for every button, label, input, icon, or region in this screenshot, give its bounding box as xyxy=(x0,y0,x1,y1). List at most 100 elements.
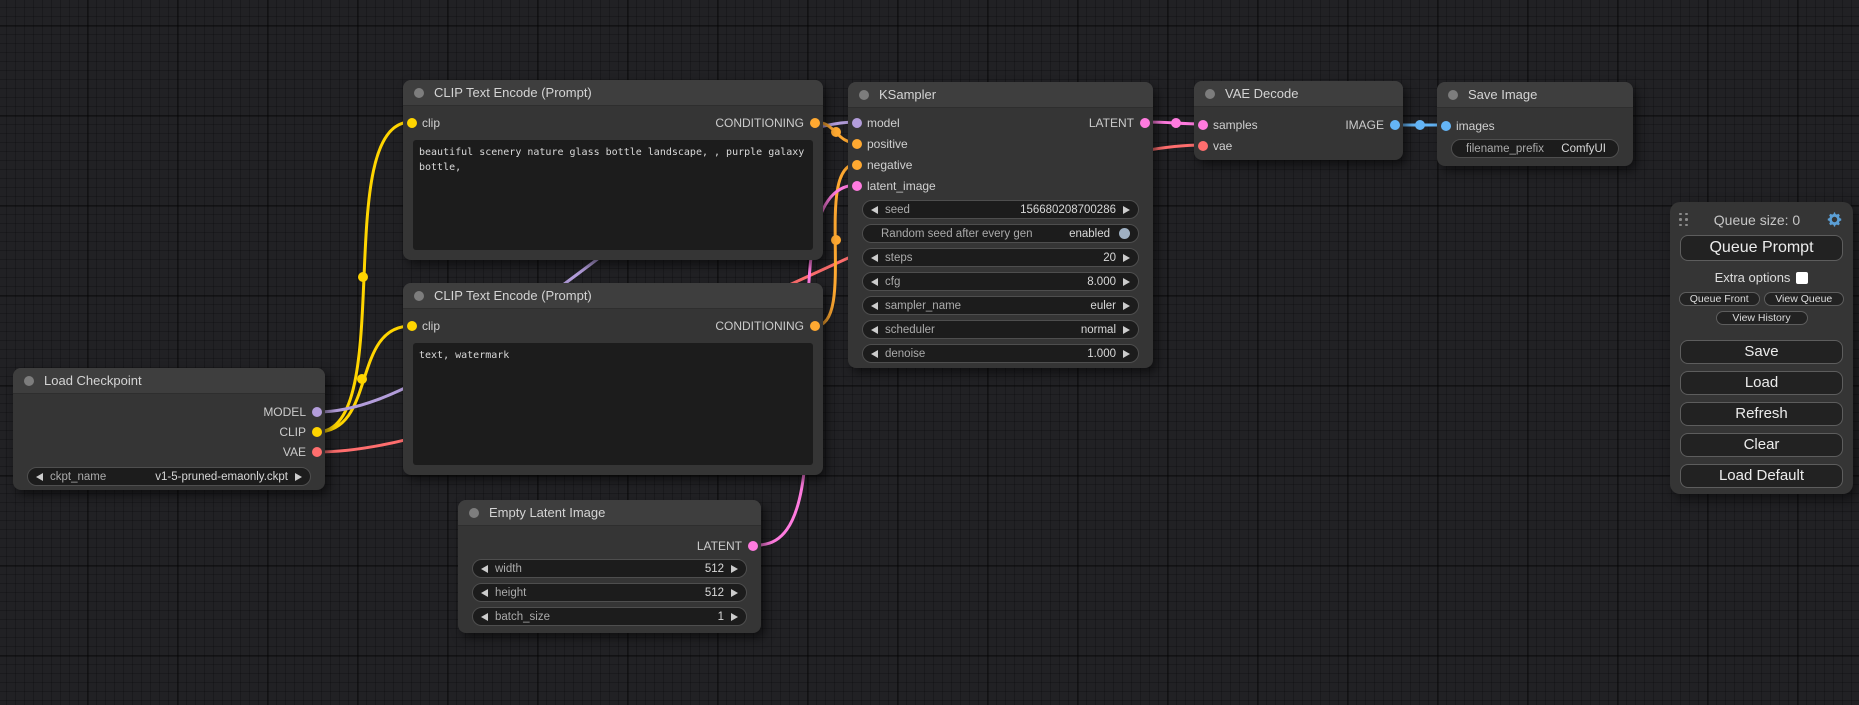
widget-batch-size[interactable]: batch_size 1 xyxy=(472,607,747,626)
widget-scheduler[interactable]: scheduler normal xyxy=(862,320,1139,339)
output-port-image[interactable] xyxy=(1390,119,1400,130)
input-slot-label: vae xyxy=(1213,138,1233,153)
link-dot xyxy=(358,272,368,282)
decrement-arrow-icon[interactable] xyxy=(871,253,878,262)
increment-arrow-icon[interactable] xyxy=(731,612,738,621)
decrement-arrow-icon[interactable] xyxy=(871,325,878,334)
output-slot-label: CONDITIONING xyxy=(715,318,804,333)
refresh-button[interactable]: Refresh xyxy=(1680,402,1843,426)
input-slot-label: images xyxy=(1456,118,1495,133)
collapse-dot-icon[interactable] xyxy=(1205,88,1215,99)
increment-arrow-icon[interactable] xyxy=(1123,205,1130,214)
node-load-checkpoint[interactable]: Load Checkpoint MODEL CLIP VAE ckpt_name… xyxy=(13,368,325,490)
decrement-arrow-icon[interactable] xyxy=(481,588,488,597)
node-title-bar[interactable]: Empty Latent Image xyxy=(458,500,761,526)
input-port-clip[interactable] xyxy=(407,320,417,331)
prompt-textarea[interactable]: text, watermark xyxy=(413,343,813,465)
link-dot xyxy=(1171,118,1181,128)
widget-sampler-name[interactable]: sampler_name euler xyxy=(862,296,1139,315)
load-default-button[interactable]: Load Default xyxy=(1680,464,1843,488)
input-slot-label: clip xyxy=(422,115,441,130)
output-port-latent[interactable] xyxy=(1140,117,1150,128)
widget-ckpt-name[interactable]: ckpt_name v1-5-pruned-emaonly.ckpt xyxy=(27,467,311,486)
increment-arrow-icon[interactable] xyxy=(731,588,738,597)
node-empty-latent-image[interactable]: Empty Latent Image LATENT width 512 heig… xyxy=(458,500,761,633)
increment-arrow-icon[interactable] xyxy=(1123,349,1130,358)
queue-prompt-button[interactable]: Queue Prompt xyxy=(1680,235,1843,261)
widget-filename-prefix[interactable]: filename_prefix ComfyUI xyxy=(1451,139,1619,158)
widget-seed[interactable]: seed 156680208700286 xyxy=(862,200,1139,219)
decrement-arrow-icon[interactable] xyxy=(871,205,878,214)
widget-height[interactable]: height 512 xyxy=(472,583,747,602)
decrement-arrow-icon[interactable] xyxy=(481,612,488,621)
load-button[interactable]: Load xyxy=(1680,371,1843,395)
decrement-arrow-icon[interactable] xyxy=(871,277,878,286)
increment-arrow-icon[interactable] xyxy=(731,564,738,573)
node-title-bar[interactable]: KSampler xyxy=(848,82,1153,108)
node-title-bar[interactable]: Save Image xyxy=(1437,82,1633,108)
collapse-dot-icon[interactable] xyxy=(1448,89,1458,100)
extra-options-label: Extra options xyxy=(1714,270,1791,285)
extra-options-checkbox[interactable] xyxy=(1796,271,1809,284)
input-port-samples[interactable] xyxy=(1198,119,1208,130)
collapse-dot-icon[interactable] xyxy=(859,89,869,100)
increment-arrow-icon[interactable] xyxy=(1123,277,1130,286)
increment-arrow-icon[interactable] xyxy=(295,472,302,481)
view-history-button[interactable]: View History xyxy=(1715,311,1808,325)
clear-button[interactable]: Clear xyxy=(1680,433,1843,457)
widget-random-seed-toggle[interactable]: Random seed after every gen enabled xyxy=(862,224,1139,243)
widget-width[interactable]: width 512 xyxy=(472,559,747,578)
node-save-image[interactable]: Save Image images filename_prefix ComfyU… xyxy=(1437,82,1633,166)
increment-arrow-icon[interactable] xyxy=(1123,325,1130,334)
decrement-arrow-icon[interactable] xyxy=(871,301,878,310)
node-title-bar[interactable]: VAE Decode xyxy=(1194,81,1403,107)
decrement-arrow-icon[interactable] xyxy=(481,564,488,573)
view-queue-button[interactable]: View Queue xyxy=(1763,292,1844,306)
output-port-conditioning[interactable] xyxy=(810,117,820,128)
collapse-dot-icon[interactable] xyxy=(414,87,424,98)
widget-steps[interactable]: steps 20 xyxy=(862,248,1139,267)
output-port-vae[interactable] xyxy=(312,447,322,457)
node-title-bar[interactable]: CLIP Text Encode (Prompt) xyxy=(403,283,823,309)
drag-handle-icon[interactable] xyxy=(1679,212,1688,227)
node-title: CLIP Text Encode (Prompt) xyxy=(434,288,592,303)
input-port-latent-image[interactable] xyxy=(852,180,862,191)
widget-cfg[interactable]: cfg 8.000 xyxy=(862,272,1139,291)
input-slot-label: latent_image xyxy=(867,178,936,193)
save-button[interactable]: Save xyxy=(1680,340,1843,364)
node-title: CLIP Text Encode (Prompt) xyxy=(434,85,592,100)
node-vae-decode[interactable]: VAE Decode samples IMAGE vae xyxy=(1194,81,1403,160)
input-port-positive[interactable] xyxy=(852,138,862,149)
toggle-knob[interactable] xyxy=(1119,228,1130,239)
collapse-dot-icon[interactable] xyxy=(24,375,34,386)
increment-arrow-icon[interactable] xyxy=(1123,301,1130,310)
output-slot-label: VAE xyxy=(282,445,306,459)
collapse-dot-icon[interactable] xyxy=(469,507,479,518)
input-port-vae[interactable] xyxy=(1198,140,1208,151)
node-ksampler[interactable]: KSampler model LATENT positive negative … xyxy=(848,82,1153,368)
input-slot-label: samples xyxy=(1213,117,1258,132)
collapse-dot-icon[interactable] xyxy=(414,290,424,301)
output-slot-label: LATENT xyxy=(1088,115,1134,130)
settings-gear-icon[interactable] xyxy=(1826,211,1843,228)
input-port-model[interactable] xyxy=(852,117,862,128)
input-port-clip[interactable] xyxy=(407,117,417,128)
queue-front-button[interactable]: Queue Front xyxy=(1679,292,1760,306)
prompt-textarea[interactable]: beautiful scenery nature glass bottle la… xyxy=(413,140,813,250)
node-clip-text-encode-positive[interactable]: CLIP Text Encode (Prompt) clip CONDITION… xyxy=(403,80,823,260)
input-port-negative[interactable] xyxy=(852,159,862,170)
input-port-images[interactable] xyxy=(1441,120,1451,131)
output-port-model[interactable] xyxy=(312,407,322,417)
output-port-conditioning[interactable] xyxy=(810,320,820,331)
widget-denoise[interactable]: denoise 1.000 xyxy=(862,344,1139,363)
decrement-arrow-icon[interactable] xyxy=(36,472,43,481)
node-clip-text-encode-negative[interactable]: CLIP Text Encode (Prompt) clip CONDITION… xyxy=(403,283,823,475)
output-port-clip[interactable] xyxy=(312,427,322,437)
output-port-latent[interactable] xyxy=(748,540,758,551)
node-title-bar[interactable]: CLIP Text Encode (Prompt) xyxy=(403,80,823,106)
increment-arrow-icon[interactable] xyxy=(1123,253,1130,262)
decrement-arrow-icon[interactable] xyxy=(871,349,878,358)
node-title: Empty Latent Image xyxy=(489,505,606,520)
node-title-bar[interactable]: Load Checkpoint xyxy=(13,368,325,394)
